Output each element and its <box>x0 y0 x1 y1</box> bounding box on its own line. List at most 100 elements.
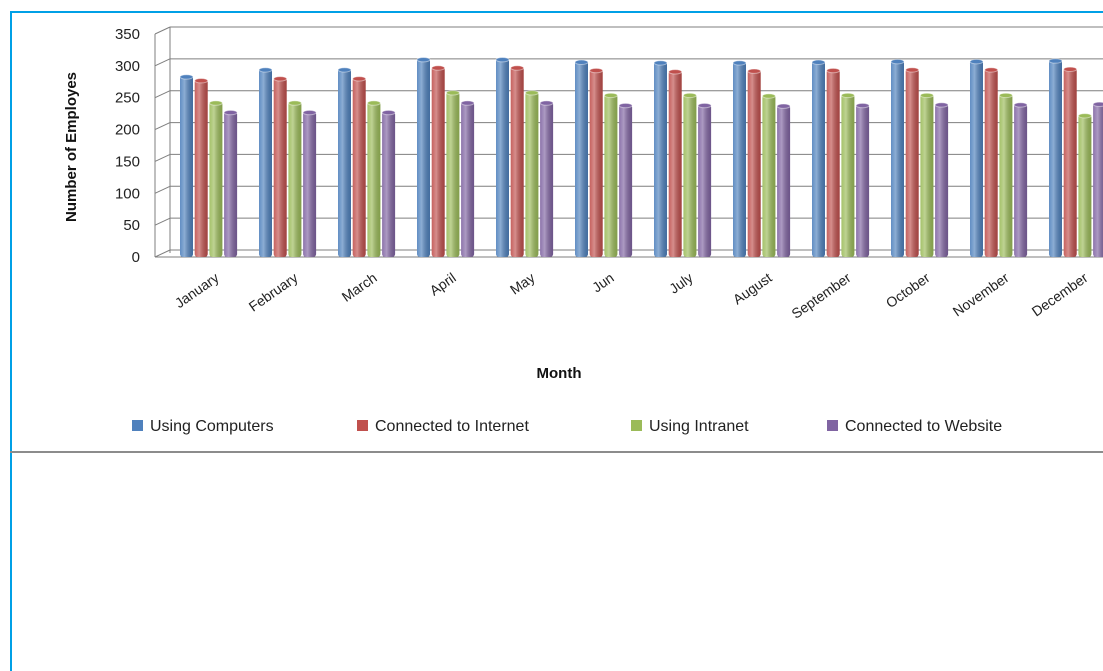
bar-shading <box>180 75 193 258</box>
bar-shading <box>654 61 667 258</box>
y-axis-ticks: 0 50 100 150 200 250 300 350 <box>115 26 140 266</box>
bar-cap <box>366 100 381 106</box>
bar-cap <box>1013 102 1028 108</box>
bar-shading <box>589 69 603 258</box>
x-tick-label: December <box>1029 269 1091 319</box>
bar-shading <box>604 93 618 258</box>
bar-shading <box>970 60 983 257</box>
bar-cap <box>258 67 273 73</box>
bar-cap <box>1092 101 1103 108</box>
y-tick-label: 200 <box>115 122 140 139</box>
legend-label: Using Computers <box>150 418 274 435</box>
bar-shading <box>224 111 238 257</box>
gridline-depth <box>154 249 171 258</box>
y-tick-label: 100 <box>115 185 140 202</box>
y-tick-label: 150 <box>115 153 140 170</box>
bar-shading <box>1014 103 1028 257</box>
y-tick-label: 300 <box>115 58 140 75</box>
bar-cap <box>668 69 683 75</box>
bar-cap <box>747 68 762 74</box>
y-tick-label: 350 <box>115 26 140 43</box>
bar-shading <box>812 60 825 258</box>
bar-cap <box>905 67 920 73</box>
x-tick-label: May <box>507 269 538 297</box>
x-axis-label: Month <box>537 365 582 382</box>
bar-shading <box>417 58 430 258</box>
gridline-depth <box>154 90 171 99</box>
legend-swatch <box>827 420 838 431</box>
bar-shading <box>525 91 539 257</box>
bar-shading <box>1063 67 1077 257</box>
bar-shading <box>856 104 870 257</box>
bar-shading <box>826 69 840 258</box>
bar-shading <box>920 93 934 258</box>
bar-shading <box>747 69 761 258</box>
bar-shading <box>194 79 208 257</box>
bar-cap <box>194 78 209 84</box>
x-tick-label: October <box>883 269 933 311</box>
x-tick-label: March <box>339 269 380 304</box>
bar-shading <box>209 101 223 257</box>
bar-cap <box>539 100 554 106</box>
bar-shading <box>431 66 445 257</box>
bar-cap <box>589 67 604 74</box>
bar-cap <box>208 100 223 106</box>
bar-cap <box>761 93 776 99</box>
bar-cap <box>1048 58 1063 64</box>
bar-shading <box>288 101 302 257</box>
bar-cap <box>431 65 446 71</box>
y-tick-label: 250 <box>115 90 140 107</box>
legend-label: Connected to Website <box>845 418 1002 435</box>
bar-shading <box>303 111 317 257</box>
x-tick-label: February <box>246 269 301 314</box>
bar-cap <box>1077 113 1092 119</box>
bar-shading <box>1049 59 1062 257</box>
bar-cap <box>574 59 589 65</box>
gridline-depth <box>154 185 171 194</box>
x-axis-ticks: January February March April May Jun July Augus… <box>172 269 1091 322</box>
bar-shading <box>461 101 475 257</box>
bar-cap <box>919 92 934 99</box>
bar-cap <box>273 76 288 82</box>
bars <box>179 57 1103 258</box>
y-tick-label: 50 <box>123 217 140 234</box>
x-tick-label: November <box>950 269 1012 319</box>
bar-shading <box>575 60 588 258</box>
bar-shading <box>367 101 381 257</box>
bar-shading <box>338 68 351 257</box>
bar-shading <box>733 61 746 258</box>
bar-shading <box>683 93 697 258</box>
bar-shading <box>352 77 366 257</box>
bar-cap <box>352 76 367 82</box>
legend-swatch <box>132 420 143 431</box>
bar-shading <box>259 68 272 257</box>
x-tick-label: January <box>172 269 222 311</box>
bar-cap <box>618 102 633 109</box>
bar-shading <box>891 60 904 257</box>
bar-shading <box>935 103 949 257</box>
bar-cap <box>969 58 984 65</box>
bar-cap <box>998 92 1013 99</box>
bar-cap <box>460 100 475 106</box>
y-axis-label: Number of Employes <box>63 72 80 222</box>
legend: Using Computers Connected to Internet Usin… <box>132 418 1002 435</box>
bar-cap <box>732 60 747 66</box>
bar-cap <box>855 102 870 109</box>
bar-shading <box>273 77 287 257</box>
bar-chart: 0 50 100 150 200 250 300 350 January February Mar… <box>63 26 1103 435</box>
bar-cap <box>381 109 396 116</box>
bar-shading <box>841 93 855 258</box>
gridline-depth <box>154 26 171 35</box>
empty-panel <box>10 453 1103 671</box>
bar-cap <box>697 102 712 109</box>
bar-shading <box>1093 102 1103 257</box>
legend-swatch <box>631 420 642 431</box>
bar-cap <box>840 92 855 99</box>
panel-divider <box>10 451 1103 453</box>
bar-cap <box>776 103 791 109</box>
bar-shading <box>984 68 998 257</box>
bar-shading <box>999 93 1013 258</box>
bar-cap <box>179 74 194 80</box>
bar-cap <box>653 60 668 66</box>
bar-cap <box>826 67 841 74</box>
